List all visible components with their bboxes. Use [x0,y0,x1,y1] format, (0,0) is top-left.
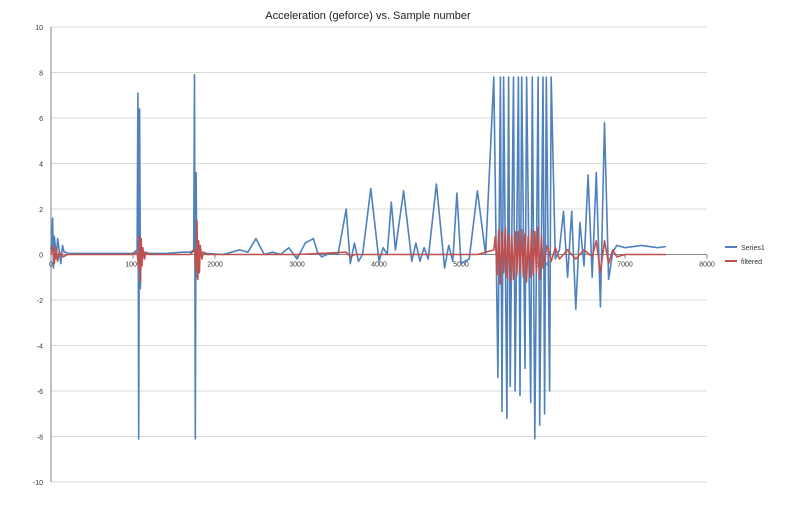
y-tick-label: 6 [39,116,43,123]
y-tick-label: -10 [33,480,43,487]
y-tick-label: -4 [37,344,43,351]
x-tick-label: 3000 [289,262,305,269]
x-tick-label: 0 [49,262,53,269]
legend: Series1 filtered [725,245,765,266]
x-tick-label: 4000 [371,262,387,269]
series-lines [50,74,667,440]
y-tick-label: 10 [35,25,43,32]
x-tick-label: 2000 [207,262,223,269]
y-tick-label: 0 [39,253,43,260]
y-tick-label: -8 [37,435,43,442]
x-tick-label: 7000 [617,262,633,269]
x-tick-label: 1000 [125,262,141,269]
x-tick-label: 5000 [453,262,469,269]
legend-label: filtered [741,259,762,266]
x-axis-tick-labels: 0 1000 2000 3000 4000 5000 6000 7000 8000 [49,262,715,269]
y-axis-tick-labels: 10 8 6 4 2 0 -2 -4 -6 -8 -10 [33,25,43,487]
y-tick-label: 2 [39,207,43,214]
y-tick-label: 8 [39,71,43,78]
y-tick-label: -6 [37,389,43,396]
series-line-filtered [50,219,666,285]
x-tick-label: 8000 [699,262,715,269]
gridlines [51,26,707,483]
chart-title: Acceleration (geforce) vs. Sample number [265,10,471,22]
y-tick-label: 4 [39,162,43,169]
legend-label: Series1 [741,245,765,252]
y-tick-label: -2 [37,298,43,305]
